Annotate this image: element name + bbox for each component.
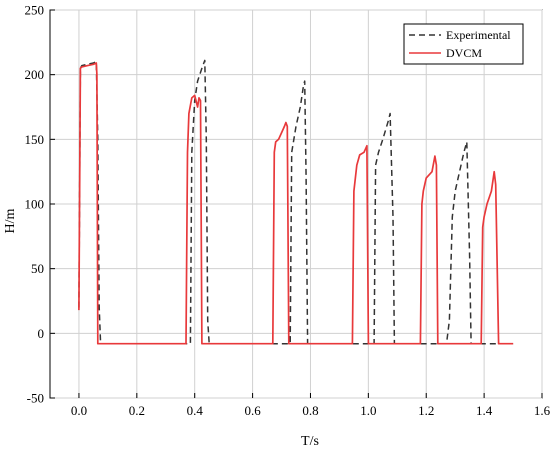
- x-axis-title: T/s: [301, 434, 319, 449]
- x-tick-label: 0.4: [187, 403, 204, 418]
- x-tick-label: 0.2: [129, 403, 145, 418]
- series-line-dvcm: [78, 62, 514, 345]
- axis-ticks: 0.0 0.2 0.4 0.6 0.8 1.0 1.2 1.4 1.6 -50 0 50 100 150 2…: [25, 3, 550, 419]
- y-tick-label: 200: [25, 67, 45, 82]
- series-line-experimental: [78, 59, 514, 345]
- y-tick-label: 150: [25, 132, 45, 147]
- x-tick-label: 0.6: [244, 403, 261, 418]
- y-tick-label: 50: [31, 261, 44, 276]
- legend: Experimental DVCM: [403, 23, 524, 65]
- y-axis-title: H/m: [3, 208, 18, 233]
- x-tick-label: 1.4: [476, 403, 493, 418]
- x-tick-label: 1.0: [360, 403, 376, 418]
- x-tick-label: 1.6: [534, 403, 550, 418]
- series-lines: [78, 59, 514, 345]
- y-tick-label: 100: [25, 197, 45, 212]
- x-tick-label: 0.8: [302, 403, 318, 418]
- x-tick-label: 1.2: [418, 403, 434, 418]
- grid-lines: [50, 9, 543, 399]
- legend-box: [403, 23, 524, 65]
- y-tick-label: 250: [25, 3, 45, 18]
- legend-label-dvcm: DVCM: [446, 46, 482, 60]
- y-tick-label: 0: [38, 326, 45, 341]
- x-tick-label: 0.0: [71, 403, 87, 418]
- legend-label-experimental: Experimental: [446, 28, 511, 42]
- y-tick-label: -50: [27, 391, 44, 406]
